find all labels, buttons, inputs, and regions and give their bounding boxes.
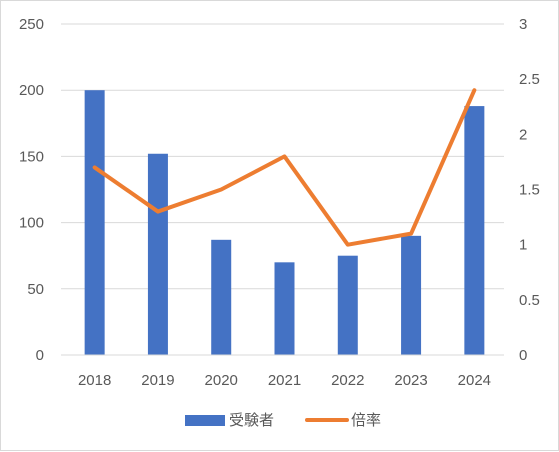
legend: 受験者 倍率 <box>185 412 381 429</box>
x-axis: 2018 2019 2020 2021 2022 2023 2024 <box>61 355 504 389</box>
left-tick-label: 200 <box>19 82 44 99</box>
right-tick-label: 1 <box>519 237 527 254</box>
right-tick-label: 0 <box>519 347 527 364</box>
right-tick-label: 2.5 <box>519 71 540 88</box>
x-tick-label: 2023 <box>394 372 427 389</box>
bar-2022 <box>338 256 358 355</box>
legend-swatch-bar <box>185 415 225 426</box>
x-tick-label: 2022 <box>331 372 364 389</box>
legend-label-line: 倍率 <box>351 412 381 429</box>
bar-2018 <box>85 90 105 355</box>
bar-2024 <box>464 106 484 355</box>
bar-2019 <box>148 154 168 355</box>
bar-2020 <box>211 240 231 355</box>
x-tick-label: 2021 <box>268 372 301 389</box>
legend-label-bar: 受験者 <box>229 412 274 429</box>
left-tick-label: 250 <box>19 16 44 33</box>
right-tick-label: 1.5 <box>519 182 540 199</box>
right-tick-label: 3 <box>519 16 527 33</box>
left-tick-label: 100 <box>19 215 44 232</box>
bar-2021 <box>275 262 295 355</box>
right-axis: 0 0.5 1 1.5 2 2.5 3 <box>519 16 540 364</box>
x-tick-label: 2024 <box>458 372 491 389</box>
right-tick-label: 2 <box>519 126 527 143</box>
bar-2023 <box>401 236 421 355</box>
left-tick-label: 0 <box>36 347 44 364</box>
x-tick-label: 2019 <box>141 372 174 389</box>
left-tick-label: 50 <box>27 281 44 298</box>
right-tick-label: 0.5 <box>519 292 540 309</box>
left-axis: 0 50 100 150 200 250 <box>19 16 44 364</box>
x-tick-label: 2020 <box>205 372 238 389</box>
x-tick-label: 2018 <box>78 372 111 389</box>
left-tick-label: 150 <box>19 148 44 165</box>
